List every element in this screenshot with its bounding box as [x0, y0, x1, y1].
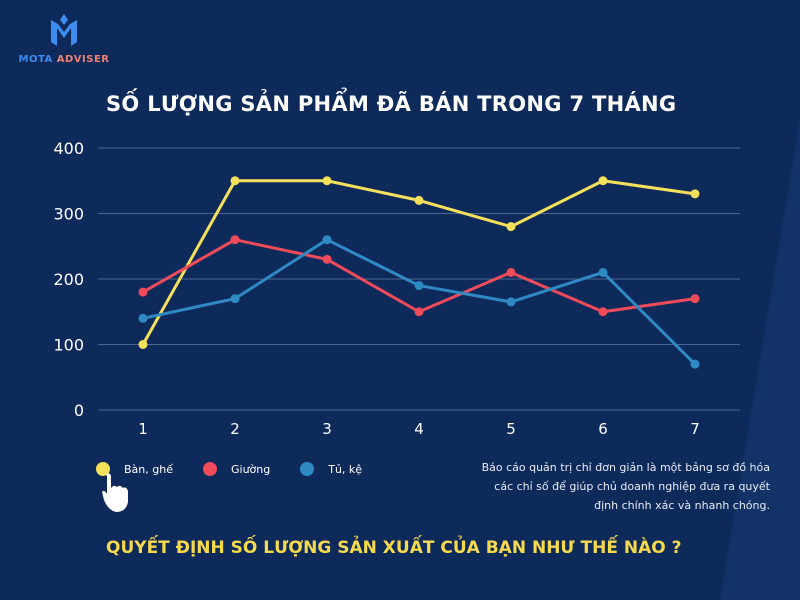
data-point — [414, 281, 424, 291]
logo: MOTA ADVISER — [8, 12, 120, 65]
data-point — [414, 307, 424, 317]
x-tick-label: 4 — [414, 420, 424, 438]
data-point — [230, 176, 240, 186]
data-point — [138, 313, 148, 323]
data-point — [414, 195, 424, 205]
y-tick-label: 300 — [53, 205, 84, 224]
x-tick-label: 2 — [230, 420, 240, 438]
data-point — [506, 297, 516, 307]
y-tick-label: 200 — [53, 270, 84, 289]
y-tick-label: 100 — [53, 336, 84, 355]
data-point — [690, 359, 700, 369]
data-point — [598, 176, 608, 186]
series-line-3 — [142, 238, 697, 366]
data-point — [598, 267, 608, 277]
legend-swatch — [202, 462, 217, 476]
chart-title: SỐ LƯỢNG SẢN PHẨM ĐÃ BÁN TRONG 7 THÁNG — [106, 92, 677, 116]
data-point — [690, 294, 700, 304]
background-shape — [720, 120, 800, 600]
y-tick-label: 400 — [53, 139, 84, 158]
data-point — [690, 189, 700, 199]
data-point — [322, 176, 332, 186]
line-chart: 0 100 200 300 400 1 2 3 4 5 6 7 — [53, 139, 740, 438]
description-text: Báo cáo quản trị chỉ đơn giản là một bản… — [481, 461, 770, 512]
x-tick-label: 3 — [322, 420, 332, 438]
data-point — [230, 235, 240, 245]
legend-label: Giường — [230, 462, 271, 476]
legend-item[interactable]: Giường — [202, 462, 271, 476]
data-point — [598, 307, 608, 317]
legend-label: Tủ, kệ — [328, 462, 363, 476]
x-tick-label: 1 — [138, 420, 148, 438]
data-point — [138, 340, 148, 349]
legend-swatch — [96, 462, 110, 476]
data-point — [322, 254, 332, 264]
series-line-1 — [141, 179, 696, 346]
data-point — [506, 222, 516, 232]
y-tick-label: 0 — [74, 401, 84, 420]
question-heading: QUYẾT ĐỊNH SỐ LƯỢNG SẢN XUẤT CỦA BẠN NHƯ… — [106, 538, 682, 558]
x-tick-label: 7 — [690, 420, 700, 438]
brand-name-2: ADVISER — [56, 54, 110, 65]
legend-item[interactable]: Bàn, ghế — [96, 462, 173, 476]
hand-pointer-icon — [102, 473, 128, 512]
x-tick-label: 5 — [506, 420, 516, 438]
data-point — [506, 267, 516, 277]
legend-swatch — [300, 462, 315, 476]
legend-item[interactable]: Tủ, kệ — [300, 462, 362, 476]
x-tick-label: 6 — [598, 420, 608, 438]
logo-icon — [51, 14, 77, 46]
legend: Bàn, ghế Giường Tủ, kệ — [96, 462, 392, 476]
data-point — [138, 287, 148, 297]
brand-name-1: MOTA — [18, 54, 53, 65]
data-point — [230, 294, 240, 304]
data-point — [322, 235, 332, 245]
legend-label: Bàn, ghế — [124, 462, 173, 476]
